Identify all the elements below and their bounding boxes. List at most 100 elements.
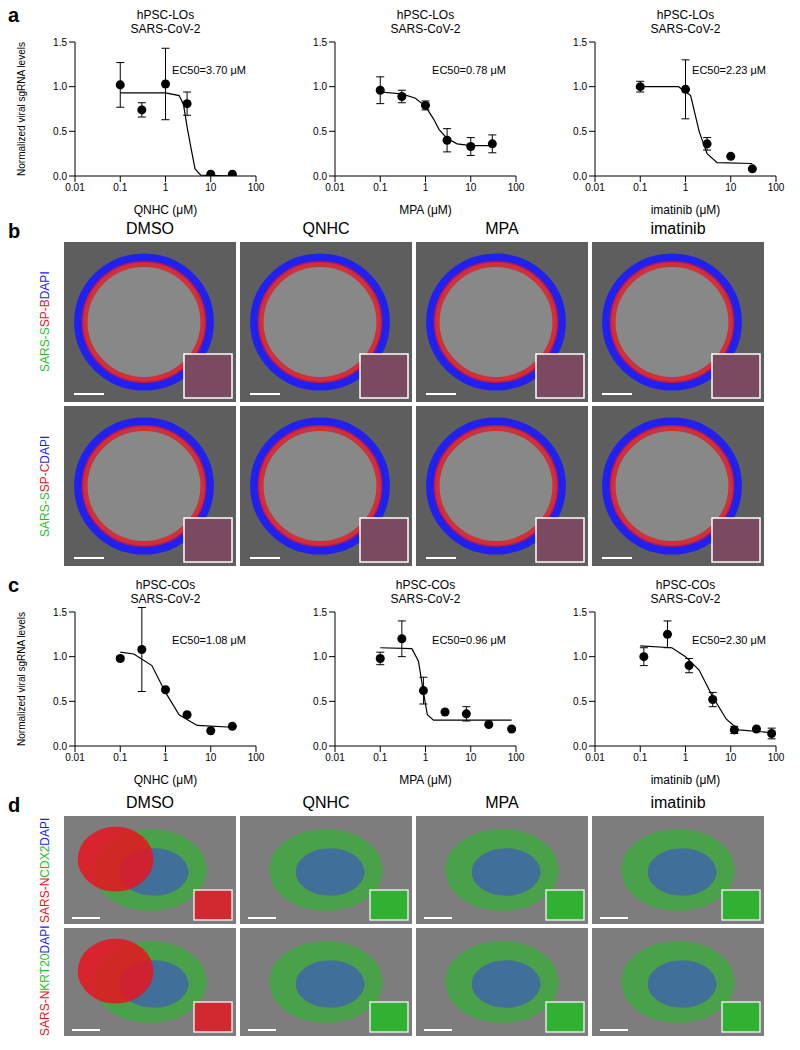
html-text:hPSC-LOs: hPSC-LOs xyxy=(396,8,455,22)
svg-text:0.5: 0.5 xyxy=(573,126,587,137)
svg-text:0.5: 0.5 xyxy=(313,126,327,137)
html-text:DAPI: DAPI xyxy=(38,817,52,846)
svg-text:10: 10 xyxy=(465,182,477,193)
svg-text:Normalized viral sgRNA levels: Normalized viral sgRNA levels xyxy=(16,42,27,176)
svg-text:1: 1 xyxy=(683,182,689,193)
html-text:QNHC: QNHC xyxy=(302,794,350,811)
svg-text:0.01: 0.01 xyxy=(65,752,85,763)
html-text:SP-B: SP-B xyxy=(38,299,52,328)
svg-text:100: 100 xyxy=(248,752,265,763)
svg-text:1.0: 1.0 xyxy=(313,651,327,662)
svg-text:10: 10 xyxy=(725,752,737,763)
svg-text:1: 1 xyxy=(163,182,169,193)
html-text:b: b xyxy=(8,220,21,242)
html-text:d: d xyxy=(8,794,21,816)
svg-text:1.5: 1.5 xyxy=(53,37,67,48)
html-text:SARS-N: SARS-N xyxy=(38,990,52,1036)
html-text:EC50=2.23 μM: EC50=2.23 μM xyxy=(692,64,766,76)
svg-text:0.0: 0.0 xyxy=(573,171,587,182)
svg-text:0.5: 0.5 xyxy=(313,696,327,707)
svg-text:0.01: 0.01 xyxy=(325,752,345,763)
svg-text:0.1: 0.1 xyxy=(113,182,127,193)
svg-text:0.0: 0.0 xyxy=(313,741,327,752)
svg-text:QNHC (μM): QNHC (μM) xyxy=(134,203,198,217)
html-text:DAPI: DAPI xyxy=(38,925,52,954)
html-text:SARS-CoV-2: SARS-CoV-2 xyxy=(650,592,721,606)
svg-text:100: 100 xyxy=(768,752,785,763)
svg-text:10: 10 xyxy=(465,752,477,763)
html-text:hPSC-LOs: hPSC-LOs xyxy=(656,8,715,22)
svg-text:0.0: 0.0 xyxy=(313,171,327,182)
svg-text:1: 1 xyxy=(683,752,689,763)
html-text:SARS-CoV-2: SARS-CoV-2 xyxy=(390,592,461,606)
svg-text:1: 1 xyxy=(423,182,429,193)
svg-text:0.1: 0.1 xyxy=(633,752,647,763)
svg-text:0.5: 0.5 xyxy=(53,126,67,137)
html-text:EC50=0.78 μM: EC50=0.78 μM xyxy=(432,64,506,76)
html-text:CDX2: CDX2 xyxy=(38,845,52,878)
svg-text:0.1: 0.1 xyxy=(373,752,387,763)
svg-text:MPA (μM): MPA (μM) xyxy=(399,203,452,217)
svg-text:100: 100 xyxy=(508,182,525,193)
html-text:MPA: MPA xyxy=(485,794,519,811)
svg-text:1.0: 1.0 xyxy=(53,81,67,92)
html-text:SP-C: SP-C xyxy=(38,463,52,492)
html-text:SARS-CoV-2: SARS-CoV-2 xyxy=(650,22,721,36)
html-text:EC50=3.70 μM: EC50=3.70 μM xyxy=(172,64,246,76)
html-text:DAPI: DAPI xyxy=(38,435,52,464)
svg-text:0.0: 0.0 xyxy=(53,741,67,752)
html-text:hPSC-COs: hPSC-COs xyxy=(135,578,196,592)
svg-text:QNHC (μM): QNHC (μM) xyxy=(134,773,198,787)
svg-text:imatinib (μM): imatinib (μM) xyxy=(651,203,721,217)
svg-text:1.0: 1.0 xyxy=(573,651,587,662)
svg-text:10: 10 xyxy=(205,182,217,193)
html-text:SARS-CoV-2: SARS-CoV-2 xyxy=(390,22,461,36)
html-text:DMSO: DMSO xyxy=(126,794,174,811)
svg-text:1.5: 1.5 xyxy=(313,607,327,618)
svg-text:1.0: 1.0 xyxy=(53,651,67,662)
svg-text:100: 100 xyxy=(508,752,525,763)
svg-text:1.0: 1.0 xyxy=(573,81,587,92)
svg-text:Normalized viral sgRNA levels: Normalized viral sgRNA levels xyxy=(16,612,27,746)
svg-text:0.01: 0.01 xyxy=(65,182,85,193)
svg-text:1: 1 xyxy=(423,752,429,763)
html-text:MPA: MPA xyxy=(485,220,519,237)
svg-text:0.01: 0.01 xyxy=(585,752,605,763)
svg-text:100: 100 xyxy=(248,182,265,193)
html-text:imatinib: imatinib xyxy=(650,794,706,811)
html-text:DAPI: DAPI xyxy=(38,271,52,300)
svg-text:0.1: 0.1 xyxy=(633,182,647,193)
html-text:SARS-S: SARS-S xyxy=(38,492,52,537)
html-text:QNHC: QNHC xyxy=(302,220,350,237)
svg-text:0.01: 0.01 xyxy=(325,182,345,193)
svg-text:0.0: 0.0 xyxy=(53,171,67,182)
svg-text:0.5: 0.5 xyxy=(53,696,67,707)
html-text:KRT20: KRT20 xyxy=(38,953,52,991)
svg-text:1.0: 1.0 xyxy=(313,81,327,92)
html-text:SARS-N: SARS-N xyxy=(38,877,52,923)
html-text:SARS-S: SARS-S xyxy=(38,327,52,373)
svg-text:0.0: 0.0 xyxy=(573,741,587,752)
svg-text:1.5: 1.5 xyxy=(313,37,327,48)
svg-text:0.1: 0.1 xyxy=(373,182,387,193)
svg-text:0.5: 0.5 xyxy=(573,696,587,707)
html-text:SARS-CoV-2: SARS-CoV-2 xyxy=(130,22,201,36)
html-text:hPSC-LOs: hPSC-LOs xyxy=(136,8,195,22)
svg-text:1: 1 xyxy=(163,752,169,763)
svg-text:0.01: 0.01 xyxy=(585,182,605,193)
html-text:a: a xyxy=(8,4,20,26)
html-text:hPSC-COs: hPSC-COs xyxy=(395,578,456,592)
html-text:imatinib: imatinib xyxy=(650,220,706,237)
svg-text:100: 100 xyxy=(768,182,785,193)
svg-text:imatinib (μM): imatinib (μM) xyxy=(651,773,721,787)
html-text:SARS-CoV-2: SARS-CoV-2 xyxy=(130,592,201,606)
svg-text:1.5: 1.5 xyxy=(573,607,587,618)
html-text:DMSO: DMSO xyxy=(126,220,174,237)
svg-text:0.1: 0.1 xyxy=(113,752,127,763)
svg-text:1.5: 1.5 xyxy=(53,607,67,618)
svg-text:10: 10 xyxy=(725,182,737,193)
svg-text:10: 10 xyxy=(205,752,217,763)
html-text:hPSC-COs: hPSC-COs xyxy=(655,578,716,592)
svg-text:MPA (μM): MPA (μM) xyxy=(399,773,452,787)
svg-text:1.5: 1.5 xyxy=(573,37,587,48)
